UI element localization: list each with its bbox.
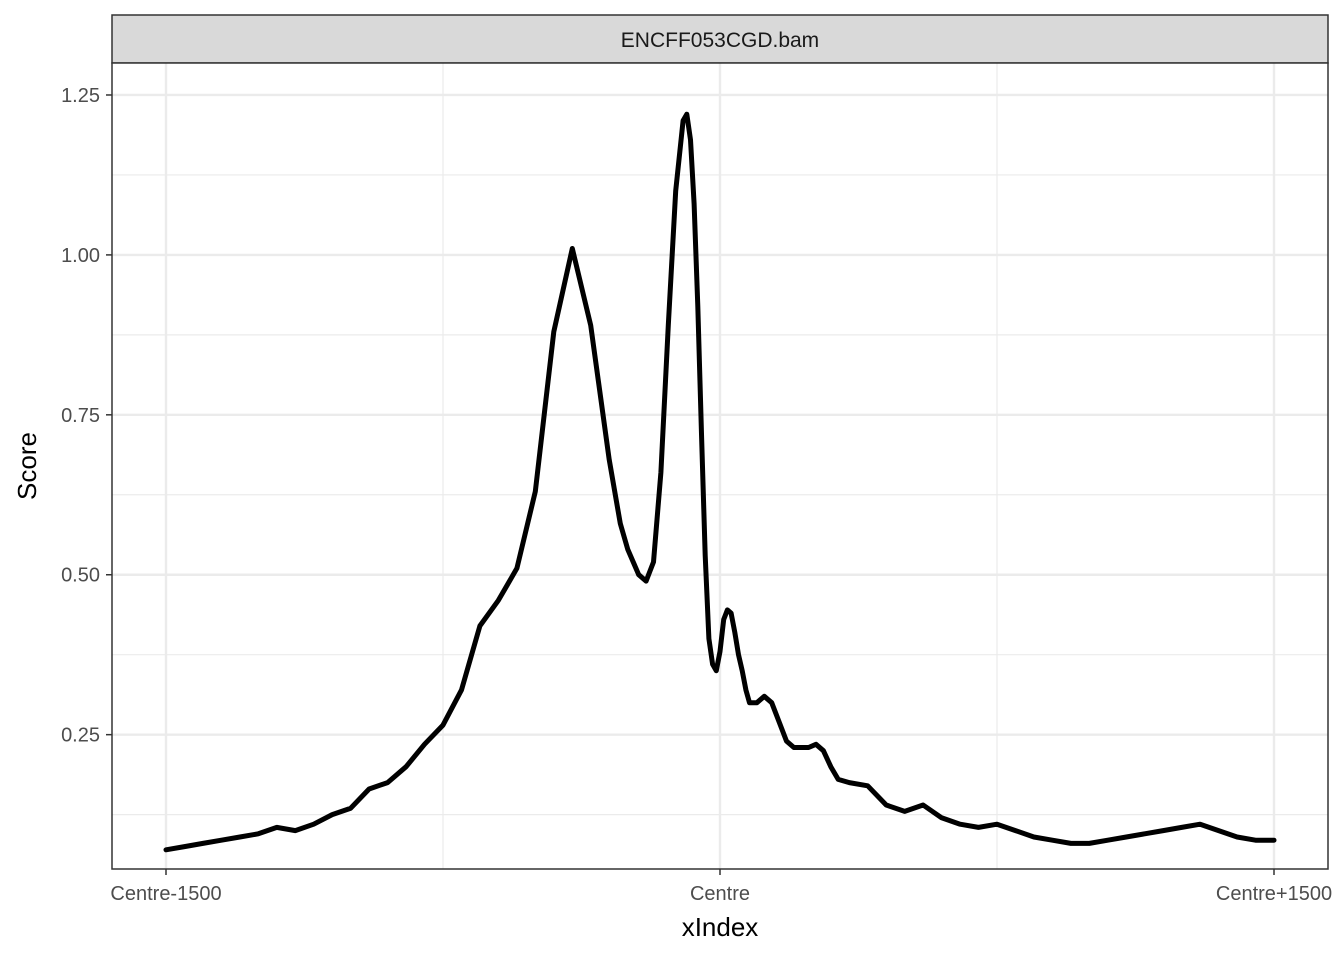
y-tick-label: 1.25 — [61, 85, 100, 107]
facet-strip — [111, 14, 1329, 64]
facet-strip-title: ENCFF053CGD.bam — [621, 29, 819, 52]
x-tick-label: Centre-1500 — [110, 883, 221, 905]
y-tick-label: 0.50 — [61, 565, 100, 587]
x-axis: Centre-1500 Centre Centre+1500 — [110, 869, 1332, 905]
x-tick-label: Centre+1500 — [1216, 883, 1332, 905]
x-tick-label: Centre — [690, 883, 750, 905]
y-axis-title: Score — [12, 432, 42, 500]
y-tick-label: 0.75 — [61, 405, 100, 427]
series-layer — [163, 111, 1277, 853]
y-tick-label: 0.25 — [61, 725, 100, 747]
y-tick-label: 1.00 — [61, 245, 100, 267]
x-axis-title: xIndex — [682, 912, 759, 942]
y-axis: 0.25 0.50 0.75 1.00 1.25 — [61, 85, 112, 747]
score-line — [163, 111, 1277, 853]
grid-lines — [112, 63, 1328, 869]
